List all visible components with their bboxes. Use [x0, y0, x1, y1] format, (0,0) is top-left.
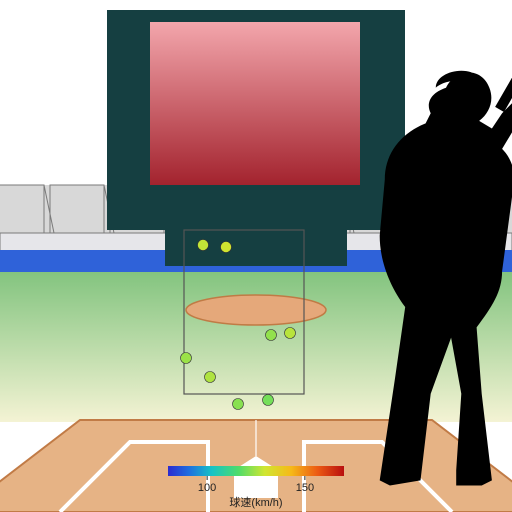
- pitch-marker: [263, 395, 274, 406]
- pitch-marker: [285, 328, 296, 339]
- pitch-marker: [198, 240, 209, 251]
- colorbar-tick: 150: [296, 482, 314, 494]
- pitch-marker: [205, 372, 216, 383]
- pitch-marker: [221, 242, 232, 253]
- pitch-marker: [266, 330, 277, 341]
- colorbar-label: 球速(km/h): [229, 495, 282, 509]
- pitch-marker: [233, 399, 244, 410]
- pitch-marker: [181, 353, 192, 364]
- colorbar: [168, 466, 344, 476]
- colorbar-tick: 100: [198, 482, 216, 494]
